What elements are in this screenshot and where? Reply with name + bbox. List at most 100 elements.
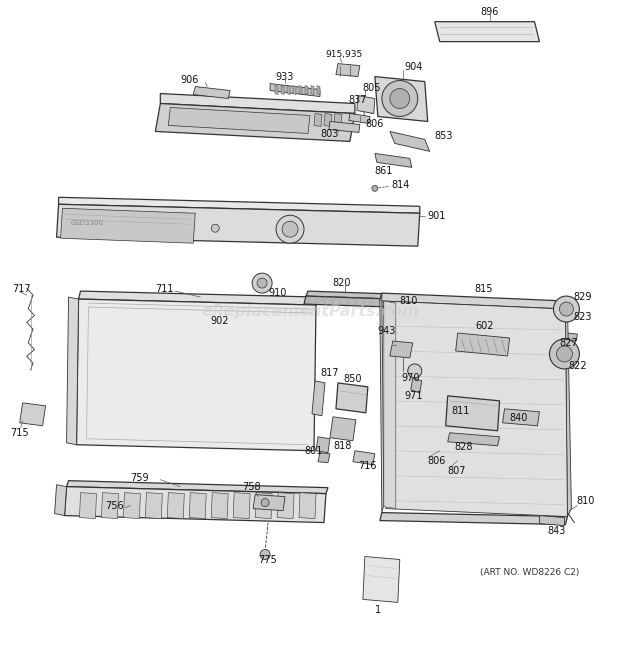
Text: 822: 822 [569,361,587,371]
Text: 811: 811 [452,406,470,416]
Polygon shape [380,293,384,512]
Polygon shape [255,492,272,519]
Polygon shape [66,297,79,445]
Polygon shape [287,85,290,95]
Polygon shape [275,85,278,95]
Circle shape [549,339,580,369]
Circle shape [282,221,298,237]
Text: 820: 820 [332,278,350,288]
Circle shape [556,346,572,362]
Text: 810: 810 [577,496,595,506]
Text: 823: 823 [574,312,592,322]
Polygon shape [363,557,400,602]
Text: 602: 602 [476,321,494,331]
Text: 910: 910 [268,288,286,298]
Text: 806: 806 [365,120,383,130]
Polygon shape [565,301,572,517]
Polygon shape [456,333,510,356]
Polygon shape [349,114,370,124]
Polygon shape [61,208,195,243]
Polygon shape [318,453,330,463]
Text: 915,935: 915,935 [325,50,362,59]
Polygon shape [20,403,46,426]
Circle shape [261,498,269,506]
Polygon shape [329,122,360,132]
Circle shape [382,81,418,116]
Polygon shape [314,114,322,126]
Text: 827: 827 [559,338,578,348]
Polygon shape [58,197,420,214]
Polygon shape [79,492,97,519]
Polygon shape [56,204,420,246]
Text: 904: 904 [405,61,423,71]
Text: 758: 758 [242,482,261,492]
Polygon shape [167,492,184,519]
Polygon shape [334,114,342,126]
Text: 756: 756 [105,500,124,510]
Polygon shape [145,492,162,519]
Text: 815: 815 [475,284,493,294]
Circle shape [390,89,410,108]
Polygon shape [546,331,577,341]
Polygon shape [200,303,258,319]
Polygon shape [435,22,539,42]
Polygon shape [390,132,430,151]
Text: 943: 943 [378,326,396,336]
Text: 711: 711 [156,284,174,294]
Text: 806: 806 [428,455,446,466]
Polygon shape [375,77,428,122]
Polygon shape [233,492,250,519]
Polygon shape [64,486,326,523]
Text: 759: 759 [130,473,149,483]
Polygon shape [330,417,356,441]
Polygon shape [270,83,320,97]
Text: 715: 715 [11,428,29,438]
Polygon shape [304,296,393,307]
Text: 840: 840 [510,413,528,423]
Circle shape [276,215,304,243]
Polygon shape [384,301,396,508]
Text: 829: 829 [574,292,592,302]
Text: 902: 902 [210,316,229,326]
Polygon shape [299,492,316,519]
Circle shape [252,273,272,293]
Polygon shape [305,85,308,95]
Polygon shape [380,512,567,525]
Text: 810: 810 [400,296,418,306]
Polygon shape [123,492,140,519]
Circle shape [372,185,378,191]
Circle shape [211,224,219,232]
Polygon shape [411,378,422,393]
Circle shape [559,302,574,316]
Text: 716: 716 [358,461,376,471]
Text: 717: 717 [12,284,31,294]
Text: (ART NO. WD8226 C2): (ART NO. WD8226 C2) [480,568,579,577]
Polygon shape [357,96,375,114]
Text: 971: 971 [405,391,423,401]
Polygon shape [277,492,294,519]
Polygon shape [161,94,355,114]
Polygon shape [76,299,316,451]
Text: 801: 801 [304,446,322,455]
Polygon shape [336,63,360,77]
Text: 817: 817 [320,368,339,378]
Text: 896: 896 [480,7,498,17]
Text: 853: 853 [435,132,453,141]
Polygon shape [380,293,567,309]
Polygon shape [458,297,539,316]
Polygon shape [193,87,230,98]
Circle shape [260,549,270,559]
Text: 933: 933 [275,71,293,81]
Text: 1: 1 [374,605,381,615]
Polygon shape [306,291,395,299]
Text: 775: 775 [258,555,277,565]
Polygon shape [539,516,564,525]
Polygon shape [102,492,118,519]
Polygon shape [79,291,318,305]
Text: 818: 818 [333,441,352,451]
Text: 828: 828 [454,442,473,451]
Text: 861: 861 [375,167,393,176]
Polygon shape [375,153,412,167]
Text: 805: 805 [362,83,381,93]
Circle shape [257,278,267,288]
